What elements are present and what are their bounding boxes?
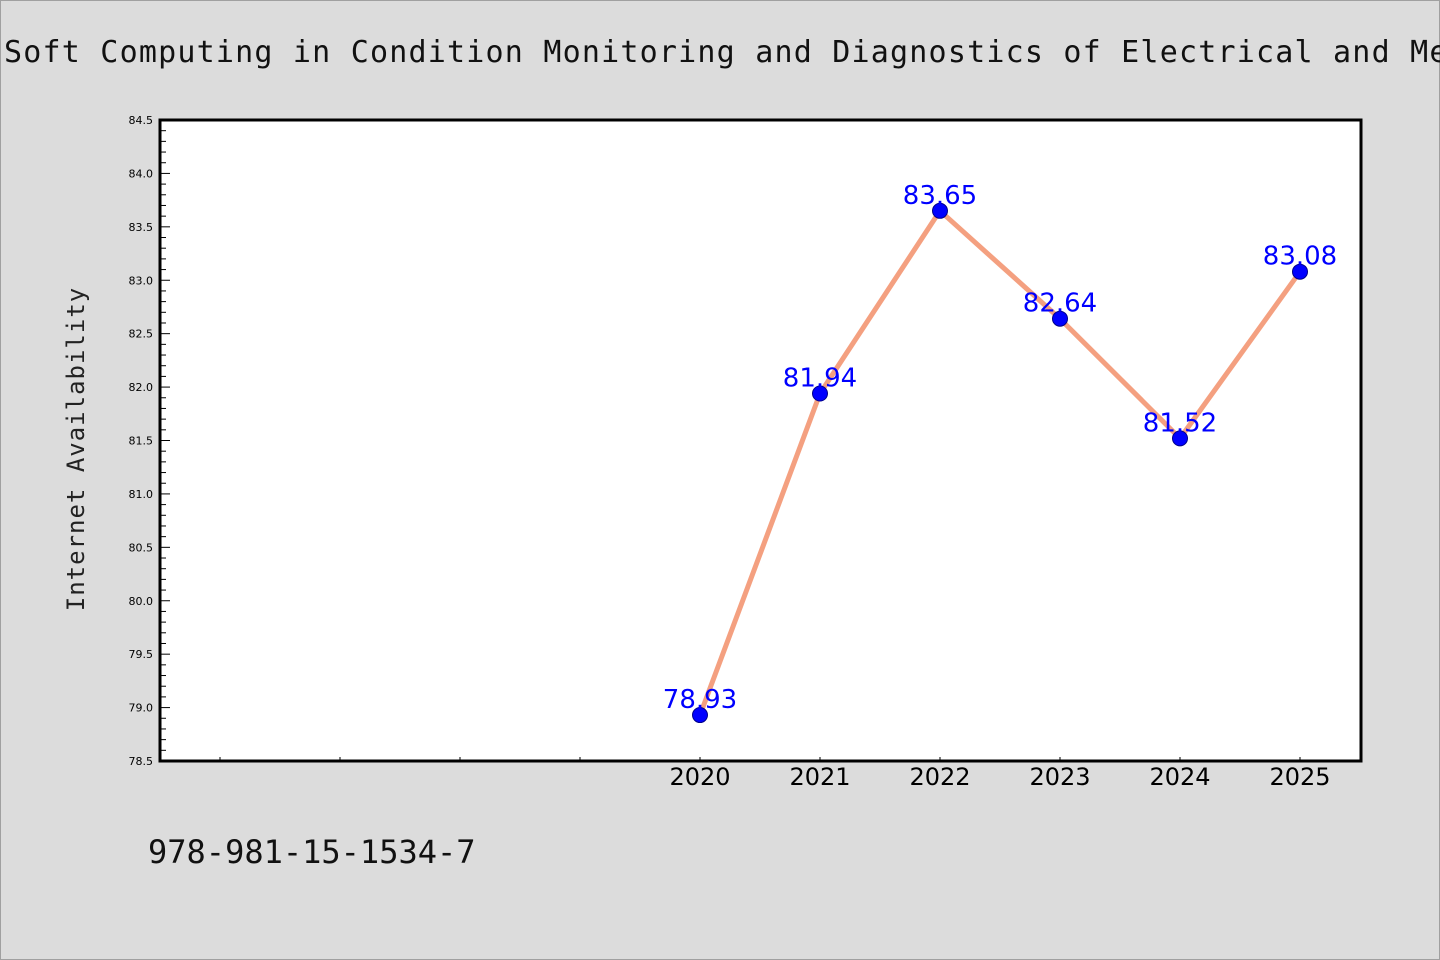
data-label: 83.08	[1263, 242, 1337, 272]
y-axis-ticks: 78.5 79.0 79.5 80.0 80.5 81.0 81.5 82.0 82.5 83.0…	[129, 114, 170, 768]
data-labels: 78.93 81.94 83.65 82.64 81.52 83.08	[663, 181, 1337, 715]
data-label: 81.94	[783, 363, 857, 393]
y-tick-label: 81.5	[129, 435, 154, 448]
y-axis-label: Internet Availability	[62, 287, 90, 611]
data-point	[812, 385, 828, 402]
x-tick-label: 2021	[789, 763, 850, 791]
y-tick-label: 79.0	[129, 702, 154, 715]
y-tick-label: 83.0	[129, 274, 154, 287]
y-tick-label: 78.5	[129, 755, 154, 768]
data-point	[1052, 310, 1068, 327]
data-label: 83.65	[903, 181, 977, 211]
y-tick-label: 83.5	[129, 221, 154, 234]
y-tick-label: 80.0	[129, 595, 154, 608]
x-tick-label: 2020	[669, 763, 730, 791]
data-point	[1292, 263, 1308, 280]
data-point	[1172, 430, 1188, 447]
plot-border	[158, 118, 1363, 763]
y-tick-label: 82.0	[129, 381, 154, 394]
x-tick-label: 2025	[1269, 763, 1330, 791]
data-label: 78.93	[663, 685, 737, 715]
plot-area	[160, 120, 1361, 761]
x-tick-label: 2022	[909, 763, 970, 791]
x-axis-ticks: 2020 2021 2022 2023 2024 2025	[219, 757, 1331, 791]
y-tick-label: 84.5	[129, 114, 154, 127]
y-tick-label: 82.5	[129, 328, 154, 341]
x-tick-label: 2023	[1029, 763, 1090, 791]
data-label: 81.52	[1143, 408, 1217, 438]
y-tick-label: 80.5	[129, 541, 154, 554]
series-points	[692, 202, 1308, 724]
y-tick-label: 81.0	[129, 488, 154, 501]
data-point	[932, 202, 948, 219]
series-lines	[697, 208, 1303, 718]
chart-title: Soft Computing in Condition Monitoring a…	[4, 35, 1440, 70]
data-point	[692, 707, 708, 724]
isbn-text: 978-981-15-1534-7	[148, 833, 476, 871]
data-label: 82.64	[1023, 289, 1097, 319]
series-line	[697, 208, 1303, 718]
y-tick-label: 84.0	[129, 167, 154, 180]
x-tick-label: 2024	[1149, 763, 1210, 791]
y-tick-label: 79.5	[129, 648, 154, 661]
